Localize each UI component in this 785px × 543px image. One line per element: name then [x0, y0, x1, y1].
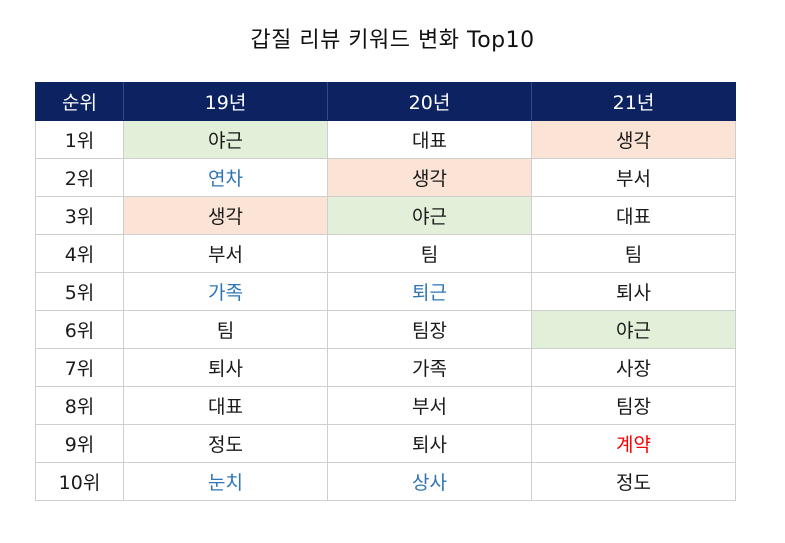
table-row: 6위 팀 팀장 야근 — [35, 310, 736, 349]
keyword-cell-2021: 야근 — [531, 310, 736, 349]
header-rank: 순위 — [35, 82, 124, 121]
keyword-cell-2021: 팀장 — [531, 386, 736, 425]
rank-cell: 4위 — [35, 234, 124, 273]
keyword-cell-2021: 대표 — [531, 196, 736, 235]
rank-cell: 5위 — [35, 272, 124, 311]
keyword-cell-2019: 부서 — [123, 234, 328, 273]
keyword-cell-2021: 계약 — [531, 424, 736, 463]
keyword-cell-2019: 대표 — [123, 386, 328, 425]
rank-cell: 2위 — [35, 158, 124, 197]
keyword-cell-2021: 팀 — [531, 234, 736, 273]
keyword-cell-2021: 퇴사 — [531, 272, 736, 311]
header-row: 순위 19년 20년 21년 — [35, 82, 736, 121]
keyword-cell-2019: 눈치 — [123, 462, 328, 501]
chart-title: 갑질 리뷰 키워드 변화 Top10 — [250, 28, 535, 53]
keyword-cell-2020: 퇴사 — [327, 424, 532, 463]
table-row: 8위 대표 부서 팀장 — [35, 386, 736, 425]
keyword-cell-2021: 사장 — [531, 348, 736, 387]
rank-cell: 10위 — [35, 462, 124, 501]
keyword-cell-2021: 생각 — [531, 120, 736, 159]
keyword-cell-2019: 연차 — [123, 158, 328, 197]
keyword-cell-2020: 상사 — [327, 462, 532, 501]
keyword-cell-2020: 야근 — [327, 196, 532, 235]
rank-cell: 3위 — [35, 196, 124, 235]
keyword-cell-2019: 팀 — [123, 310, 328, 349]
keyword-cell-2020: 부서 — [327, 386, 532, 425]
keyword-cell-2020: 퇴근 — [327, 272, 532, 311]
table-row: 5위 가족 퇴근 퇴사 — [35, 272, 736, 311]
rank-cell: 8위 — [35, 386, 124, 425]
keyword-cell-2019: 야근 — [123, 120, 328, 159]
keyword-rank-table: 순위 19년 20년 21년 1위 야근 대표 생각 2위 연차 생각 부서 3위 생각 야근 대표 4… — [35, 82, 736, 501]
keyword-cell-2020: 생각 — [327, 158, 532, 197]
keyword-cell-2021: 부서 — [531, 158, 736, 197]
keyword-cell-2020: 대표 — [327, 120, 532, 159]
keyword-cell-2020: 팀장 — [327, 310, 532, 349]
table-row: 9위 정도 퇴사 계약 — [35, 424, 736, 463]
table-row: 7위 퇴사 가족 사장 — [35, 348, 736, 387]
keyword-cell-2020: 팀 — [327, 234, 532, 273]
header-2021: 21년 — [531, 82, 736, 121]
keyword-cell-2019: 가족 — [123, 272, 328, 311]
table-row: 1위 야근 대표 생각 — [35, 120, 736, 159]
rank-cell: 1위 — [35, 120, 124, 159]
table-row: 4위 부서 팀 팀 — [35, 234, 736, 273]
keyword-cell-2021: 정도 — [531, 462, 736, 501]
keyword-cell-2019: 퇴사 — [123, 348, 328, 387]
keyword-cell-2019: 생각 — [123, 196, 328, 235]
keyword-cell-2020: 가족 — [327, 348, 532, 387]
rank-cell: 6위 — [35, 310, 124, 349]
table-row: 3위 생각 야근 대표 — [35, 196, 736, 235]
keyword-cell-2019: 정도 — [123, 424, 328, 463]
rank-cell: 7위 — [35, 348, 124, 387]
header-2020: 20년 — [327, 82, 532, 121]
table-row: 2위 연차 생각 부서 — [35, 158, 736, 197]
table-row: 10위 눈치 상사 정도 — [35, 462, 736, 501]
header-2019: 19년 — [123, 82, 328, 121]
rank-cell: 9위 — [35, 424, 124, 463]
